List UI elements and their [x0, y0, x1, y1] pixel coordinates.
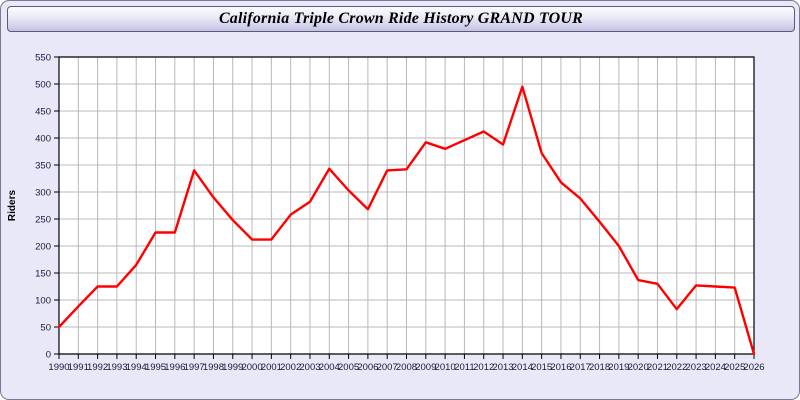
x-tick-label: 2010 [435, 362, 456, 373]
x-tick-label: 2009 [415, 362, 436, 373]
y-axis-title: Riders [7, 190, 18, 222]
riders-line [57, 85, 756, 356]
data-series-line [57, 85, 756, 356]
y-tick-label: 550 [35, 52, 51, 63]
y-tick-label: 100 [35, 295, 51, 306]
x-tick-label: 2001 [261, 362, 282, 373]
x-tick-label: 2008 [396, 362, 417, 373]
x-tick-label: 2018 [589, 362, 610, 373]
y-tick-label: 50 [40, 322, 51, 333]
line-chart: 0 50 100 150 200 250 300 350 400 450 500 550 1990 19… [1, 34, 799, 399]
y-tick-label: 250 [35, 214, 51, 225]
x-tick-label: 2011 [454, 362, 474, 373]
x-tick-label: 2025 [724, 362, 745, 373]
x-tick-label: 1993 [106, 362, 127, 373]
x-tick-label: 2002 [280, 362, 301, 373]
y-tick-label: 400 [35, 133, 51, 144]
x-tick-label: 2022 [666, 362, 687, 373]
x-tick-label: 1994 [126, 362, 147, 373]
x-tick-label: 2019 [608, 362, 629, 373]
x-tick-label: 1992 [87, 362, 108, 373]
x-tick-label: 1990 [48, 362, 69, 373]
x-tick-label: 2005 [338, 362, 359, 373]
y-axis-ticks: 0 50 100 150 200 250 300 350 400 450 500 550 [35, 52, 59, 360]
y-tick-label: 450 [35, 106, 51, 117]
x-tick-label: 2014 [512, 362, 533, 373]
x-tick-label: 1996 [164, 362, 185, 373]
x-tick-label: 2020 [628, 362, 649, 373]
x-tick-label: 2015 [531, 362, 552, 373]
x-tick-label: 1995 [145, 362, 166, 373]
x-tick-label: 1997 [184, 362, 205, 373]
y-tick-label: 150 [35, 268, 51, 279]
x-tick-label: 2016 [550, 362, 571, 373]
y-tick-label: 350 [35, 160, 51, 171]
x-tick-label: 2026 [743, 362, 764, 373]
window-title-bar: California Triple Crown Ride History GRA… [7, 6, 795, 32]
y-tick-label: 300 [35, 187, 51, 198]
x-tick-label: 2024 [705, 362, 726, 373]
x-tick-label: 1991 [68, 362, 89, 373]
y-tick-label: 0 [46, 349, 51, 360]
y-tick-label: 200 [35, 241, 51, 252]
y-tick-label: 500 [35, 79, 51, 90]
x-tick-label: 1998 [203, 362, 224, 373]
x-tick-label: 2023 [686, 362, 707, 373]
x-tick-label: 2021 [647, 362, 668, 373]
y-axis-label-text: Riders [7, 190, 18, 222]
x-tick-label: 2006 [357, 362, 378, 373]
page-title: California Triple Crown Ride History GRA… [218, 10, 584, 27]
x-tick-label: 2012 [473, 362, 494, 373]
x-tick-label: 2004 [319, 362, 340, 373]
x-tick-label: 2007 [377, 362, 398, 373]
x-axis-ticks: 1990199119921993199419951996199719981999… [48, 354, 765, 373]
x-tick-label: 2000 [241, 362, 262, 373]
x-tick-label: 2017 [570, 362, 591, 373]
x-tick-label: 2003 [299, 362, 320, 373]
x-tick-label: 1999 [222, 362, 243, 373]
x-tick-label: 2013 [492, 362, 513, 373]
